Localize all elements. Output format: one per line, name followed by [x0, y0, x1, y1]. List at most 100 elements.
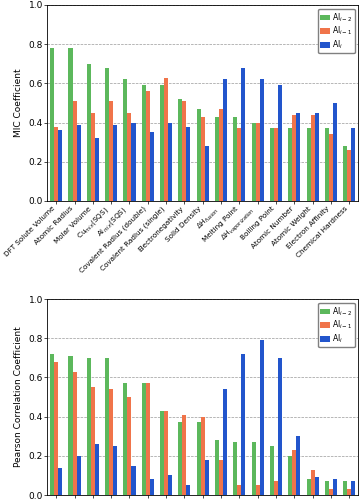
- Bar: [351, 482, 355, 495]
- Bar: [274, 128, 278, 201]
- Bar: [182, 101, 186, 201]
- Bar: [164, 410, 168, 495]
- Bar: [278, 86, 282, 201]
- Bar: [109, 101, 113, 201]
- Bar: [325, 482, 329, 495]
- Bar: [150, 132, 154, 201]
- Bar: [237, 128, 241, 201]
- Bar: [186, 485, 190, 495]
- Bar: [219, 109, 223, 201]
- Bar: [260, 340, 264, 495]
- Bar: [54, 126, 58, 201]
- Bar: [168, 476, 172, 495]
- Bar: [288, 456, 292, 495]
- Bar: [72, 372, 76, 495]
- Bar: [343, 482, 347, 495]
- Bar: [150, 480, 154, 495]
- Bar: [333, 480, 337, 495]
- Bar: [215, 116, 219, 201]
- Bar: [50, 48, 54, 201]
- Bar: [260, 80, 264, 201]
- Bar: [292, 115, 296, 201]
- Y-axis label: MIC Coefficient: MIC Coefficient: [14, 68, 23, 138]
- Bar: [252, 122, 256, 201]
- Legend: Al$_{i-2}$, Al$_{i-1}$, Al$_i$: Al$_{i-2}$, Al$_{i-1}$, Al$_i$: [318, 303, 354, 347]
- Bar: [233, 442, 237, 495]
- Bar: [347, 150, 351, 201]
- Bar: [105, 68, 109, 201]
- Bar: [311, 470, 315, 495]
- Bar: [296, 436, 300, 495]
- Bar: [91, 113, 95, 201]
- Bar: [76, 124, 81, 201]
- Bar: [233, 116, 237, 201]
- Bar: [160, 86, 164, 201]
- Bar: [325, 128, 329, 201]
- Bar: [142, 86, 146, 201]
- Bar: [288, 128, 292, 201]
- Bar: [256, 122, 260, 201]
- Bar: [127, 397, 131, 495]
- Bar: [270, 128, 274, 201]
- Bar: [127, 113, 131, 201]
- Bar: [164, 78, 168, 201]
- Bar: [278, 358, 282, 495]
- Bar: [95, 444, 99, 495]
- Bar: [205, 460, 209, 495]
- Bar: [237, 485, 241, 495]
- Bar: [292, 450, 296, 495]
- Bar: [146, 384, 150, 495]
- Bar: [142, 384, 146, 495]
- Bar: [333, 103, 337, 201]
- Bar: [91, 387, 95, 495]
- Bar: [95, 138, 99, 201]
- Bar: [113, 446, 117, 495]
- Bar: [201, 416, 205, 495]
- Bar: [296, 113, 300, 201]
- Bar: [241, 354, 245, 495]
- Bar: [178, 99, 182, 201]
- Bar: [68, 48, 72, 201]
- Bar: [215, 440, 219, 495]
- Bar: [54, 362, 58, 495]
- Bar: [343, 146, 347, 201]
- Bar: [58, 130, 62, 201]
- Bar: [160, 410, 164, 495]
- Bar: [307, 480, 311, 495]
- Bar: [329, 134, 333, 201]
- Bar: [270, 446, 274, 495]
- Bar: [223, 389, 227, 495]
- Bar: [168, 122, 172, 201]
- Bar: [123, 80, 127, 201]
- Bar: [58, 468, 62, 495]
- Bar: [72, 101, 76, 201]
- Bar: [205, 146, 209, 201]
- Bar: [186, 126, 190, 201]
- Bar: [131, 122, 135, 201]
- Bar: [87, 64, 91, 201]
- Bar: [256, 485, 260, 495]
- Bar: [241, 68, 245, 201]
- Bar: [252, 442, 256, 495]
- Bar: [197, 422, 201, 495]
- Bar: [329, 489, 333, 495]
- Bar: [182, 414, 186, 495]
- Bar: [87, 358, 91, 495]
- Bar: [307, 128, 311, 201]
- Bar: [68, 356, 72, 495]
- Bar: [197, 109, 201, 201]
- Bar: [223, 80, 227, 201]
- Bar: [50, 354, 54, 495]
- Bar: [274, 482, 278, 495]
- Bar: [315, 113, 319, 201]
- Bar: [201, 116, 205, 201]
- Y-axis label: Pearson Correlation Coefficient: Pearson Correlation Coefficient: [14, 326, 23, 468]
- Bar: [76, 456, 81, 495]
- Bar: [351, 128, 355, 201]
- Bar: [105, 358, 109, 495]
- Bar: [315, 478, 319, 495]
- Bar: [123, 384, 127, 495]
- Bar: [131, 466, 135, 495]
- Bar: [146, 91, 150, 201]
- Bar: [178, 422, 182, 495]
